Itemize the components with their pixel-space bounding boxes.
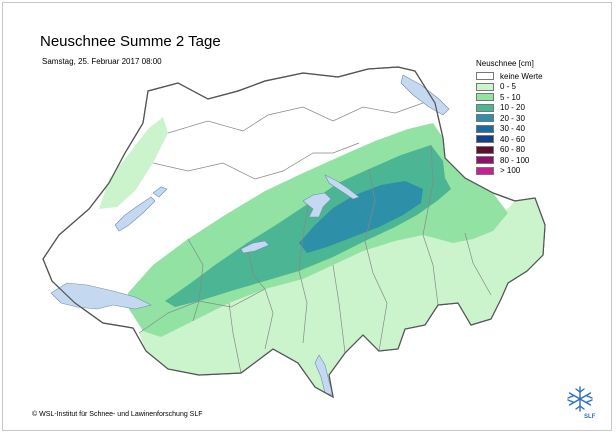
lake-neuchatel bbox=[114, 196, 156, 232]
legend-swatch bbox=[476, 82, 494, 91]
legend-label: 30 - 40 bbox=[500, 124, 525, 134]
legend-title: Neuschnee [cm] bbox=[476, 59, 534, 68]
legend-row: 20 - 30 bbox=[476, 113, 566, 124]
lake-lucerne bbox=[302, 192, 332, 218]
legend-row: > 100 bbox=[476, 166, 566, 177]
logo-text: SLF bbox=[584, 414, 596, 420]
map-frame: Neuschnee Summe 2 Tage Samstag, 25. Febr… bbox=[2, 2, 612, 431]
zone-20-30 bbox=[299, 181, 423, 253]
legend-row: 30 - 40 bbox=[476, 124, 566, 135]
map-title: Neuschnee Summe 2 Tage bbox=[40, 33, 221, 50]
legend-label: 80 - 100 bbox=[500, 155, 530, 165]
map-subtitle: Samstag, 25. Februar 2017 08:00 bbox=[42, 57, 162, 66]
lake-maggiore bbox=[314, 354, 334, 396]
legend-label: 40 - 60 bbox=[500, 134, 525, 144]
legend-swatch bbox=[476, 93, 494, 102]
lake-thun bbox=[240, 240, 270, 254]
legend-row: keine Werte bbox=[476, 71, 566, 82]
snowflake-logo-icon: SLF bbox=[567, 386, 596, 420]
legend-swatch bbox=[476, 72, 494, 81]
legend-swatch bbox=[476, 103, 494, 112]
region-boundaries bbox=[138, 102, 492, 374]
zone-0-5-jura bbox=[99, 117, 168, 209]
legend-label: 10 - 20 bbox=[500, 103, 525, 113]
legend-swatch bbox=[476, 166, 494, 175]
legend-swatch bbox=[476, 156, 494, 165]
legend-label: 5 - 10 bbox=[500, 92, 521, 102]
legend-swatch bbox=[476, 135, 494, 144]
legend-label: > 100 bbox=[500, 166, 521, 176]
legend-swatch bbox=[476, 124, 494, 133]
legend-label: 0 - 5 bbox=[500, 82, 517, 92]
lakes bbox=[50, 74, 450, 396]
legend-label: keine Werte bbox=[500, 71, 543, 81]
legend-row: 60 - 80 bbox=[476, 145, 566, 156]
zone-10-20 bbox=[165, 145, 451, 307]
switzerland-snow-map bbox=[42, 66, 546, 399]
legend-row: 0 - 5 bbox=[476, 82, 566, 93]
legend-swatch bbox=[476, 114, 494, 123]
legend-label: 60 - 80 bbox=[500, 145, 525, 155]
legend-row: 40 - 60 bbox=[476, 134, 566, 145]
legend-row: 5 - 10 bbox=[476, 92, 566, 103]
lake-biel bbox=[152, 186, 168, 198]
lake-geneva bbox=[50, 282, 152, 310]
credit-text: © WSL-Institut für Schnee- und Lawinenfo… bbox=[32, 411, 203, 418]
zone-0-5-south bbox=[139, 198, 545, 397]
legend-row: 10 - 20 bbox=[476, 103, 566, 114]
legend-row: 80 - 100 bbox=[476, 155, 566, 166]
country-border bbox=[42, 66, 546, 399]
legend-swatch bbox=[476, 145, 494, 154]
lake-zurich bbox=[324, 174, 360, 200]
legend-label: 20 - 30 bbox=[500, 113, 525, 123]
